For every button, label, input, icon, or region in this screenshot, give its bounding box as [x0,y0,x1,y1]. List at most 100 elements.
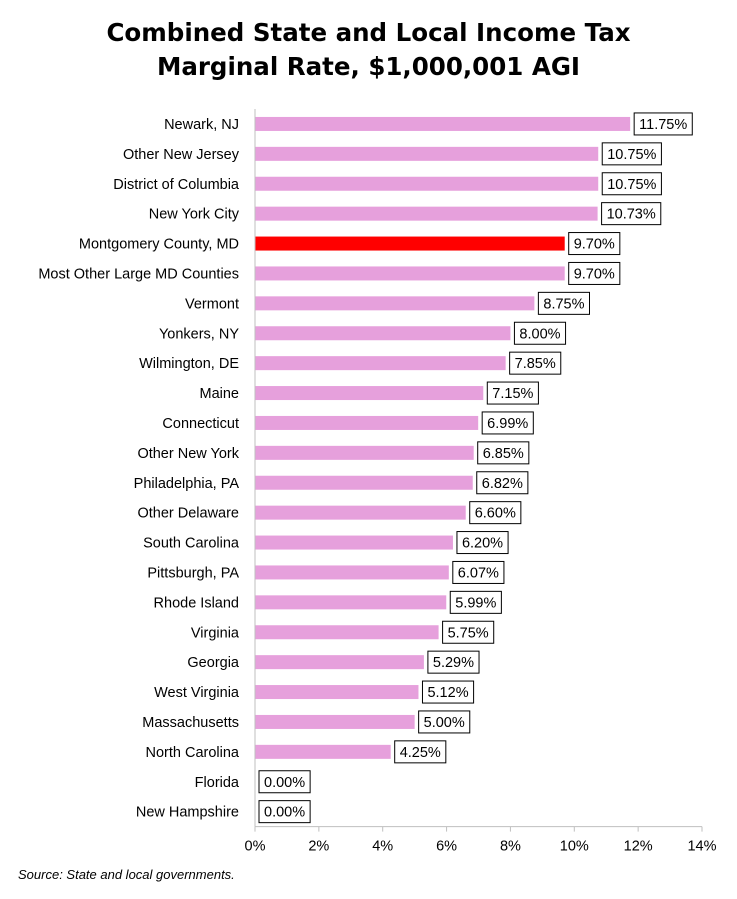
data-label: 7.15% [486,381,539,405]
data-label-box [258,800,311,824]
category-label: Wilmington, DE [139,356,239,372]
data-label: 6.85% [477,441,530,465]
data-label-box [568,261,621,285]
bar [255,266,565,281]
x-tick-label: 0% [245,839,266,855]
data-label: 9.70% [568,232,621,256]
data-label-text: 6.07% [458,565,499,581]
category-label: Philadelphia, PA [134,476,240,492]
data-label-text: 8.00% [519,326,560,342]
data-label-box [481,411,534,435]
data-label-text: 10.75% [607,177,656,193]
data-label: 10.75% [601,172,662,196]
data-label-box [456,531,509,555]
data-label-box [601,202,662,226]
category-label: Florida [195,775,240,791]
data-label: 7.85% [509,351,562,375]
data-label-box [537,291,590,315]
bar [255,505,466,520]
data-label-text: 5.99% [455,595,496,611]
bar [255,655,424,670]
data-label-text: 8.75% [543,296,584,312]
category-label: Massachusetts [142,715,239,731]
category-label: Maine [200,386,240,402]
data-label-box [469,501,522,525]
data-label: 10.73% [601,202,662,226]
data-label-box [476,471,529,495]
data-label-box [452,560,505,584]
data-label-box [601,172,662,196]
data-label-text: 11.75% [639,117,687,133]
category-label: Newark, NJ [164,117,239,133]
bar [255,744,391,759]
bars-layer [255,116,631,759]
data-label-text: 5.00% [424,715,465,731]
data-label-box [486,381,539,405]
data-label-box [418,710,471,734]
category-label: Rhode Island [154,595,239,611]
bar [255,326,511,341]
category-label: New York City [149,207,240,223]
data-label-text: 10.75% [607,147,656,163]
category-label: West Virginia [154,685,240,701]
category-label: Connecticut [162,416,239,432]
data-label-box [442,620,495,644]
bar [255,685,419,700]
x-tick-label: 2% [308,839,329,855]
x-tick-label: 6% [436,839,457,855]
data-label-box [601,142,662,166]
data-label: 5.00% [418,710,471,734]
data-label: 0.00% [258,800,311,824]
data-label-box [449,590,502,614]
category-label: Other New Jersey [123,147,240,163]
bar [255,714,415,729]
bar [255,176,599,191]
bar [255,386,484,401]
bar [255,535,453,550]
data-label-box [394,740,447,764]
data-label: 0.00% [258,770,311,794]
data-label: 6.60% [469,501,522,525]
data-label-text: 6.82% [482,476,523,492]
category-label: Georgia [187,655,240,671]
category-label: Yonkers, NY [159,326,239,342]
data-label-text: 0.00% [264,775,305,791]
data-label-box [509,351,562,375]
data-label-text: 9.70% [574,266,615,282]
x-tick-label: 12% [624,839,653,855]
data-label-box [258,770,311,794]
bar [255,625,439,640]
data-label-box [568,232,621,256]
data-label-text: 9.70% [574,237,615,253]
data-label: 6.99% [481,411,534,435]
data-label-text: 6.99% [487,416,528,432]
category-label: South Carolina [143,536,240,552]
data-label-text: 5.75% [448,625,489,641]
data-label-text: 6.20% [462,536,503,552]
axis-layer: 0% 2% 4% 6% 8% 10% 12% 14% [245,109,717,855]
data-label: 5.75% [442,620,495,644]
data-label-text: 6.60% [475,506,516,522]
category-label: Vermont [185,296,239,312]
data-label-text: 5.12% [427,685,468,701]
labels-layer: Newark, NJ 11.75% Other New Jersey 10.75% Di… [38,112,693,824]
bar [255,445,474,460]
category-label: Other New York [137,446,239,462]
data-label-text: 6.85% [483,446,524,462]
category-label: Pittsburgh, PA [147,565,239,581]
data-label-box [421,680,475,704]
data-label: 6.07% [452,560,505,584]
bar [255,356,506,371]
data-label-box [633,112,693,136]
category-label: Other Delaware [137,506,239,522]
data-label: 6.82% [476,471,529,495]
bar [255,116,631,131]
data-label: 8.75% [537,291,590,315]
source-note: Source: State and local governments. [18,867,235,882]
bar [255,595,447,610]
data-label-text: 7.15% [492,386,533,402]
data-label: 5.29% [427,650,480,674]
bar [255,565,449,580]
category-label: District of Columbia [113,177,240,193]
category-label: Montgomery County, MD [79,237,239,253]
